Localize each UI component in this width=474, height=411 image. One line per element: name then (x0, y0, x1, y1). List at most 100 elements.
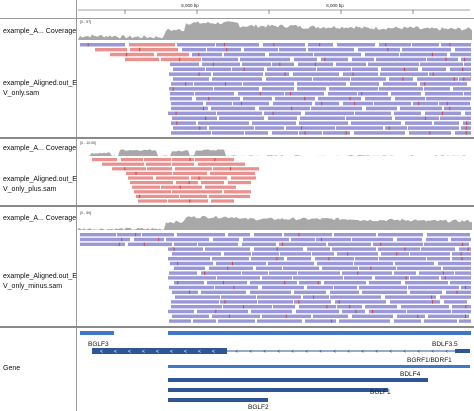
read (257, 295, 301, 299)
read (381, 252, 409, 256)
alignment-track-name-1-line2[interactable]: V_only.sam (3, 90, 40, 97)
mismatch-mark (324, 57, 326, 62)
read (374, 101, 411, 106)
read (455, 47, 471, 52)
read (344, 276, 372, 280)
read (201, 181, 224, 185)
read (224, 190, 251, 194)
mismatch-mark (179, 185, 181, 189)
mismatch-mark (380, 242, 382, 246)
read (284, 233, 332, 237)
read (397, 237, 422, 242)
alignment-track-name-2-line1[interactable]: example_Aligned.out_EB (3, 176, 77, 183)
read (359, 285, 407, 290)
read (196, 96, 240, 101)
coverage-track-name-2[interactable]: example_A... Coverage (3, 145, 77, 152)
alignment-track-name-3-line1[interactable]: example_Aligned.out_EB (3, 273, 77, 280)
gene-annotations: BGLF3 BDLF3.5 < < < < < < < < < < < < < < < < < < < < < < < < < … (80, 331, 471, 411)
gene-bar-bglf1 (168, 388, 388, 392)
read (279, 47, 306, 52)
read (293, 72, 339, 76)
read (171, 131, 211, 135)
mismatch-mark (370, 266, 372, 270)
read (299, 121, 348, 125)
coverage-scale-1: [0 - 57] (80, 20, 91, 24)
mismatch-mark (465, 131, 467, 135)
mismatch-mark (387, 47, 389, 52)
read (280, 252, 311, 256)
read (207, 281, 247, 285)
read (373, 242, 423, 246)
read (172, 290, 198, 294)
coverage-track-name-3[interactable]: example_A... Coverage (3, 215, 77, 222)
read (365, 52, 399, 57)
read (168, 276, 216, 280)
read (170, 62, 199, 67)
read (332, 247, 376, 251)
mismatch-mark (449, 43, 451, 47)
read (464, 62, 471, 67)
read (273, 305, 295, 309)
read (214, 87, 259, 91)
read (365, 96, 391, 101)
read (258, 300, 293, 304)
read (385, 126, 407, 130)
read (168, 111, 216, 116)
read (291, 237, 315, 242)
read (252, 121, 296, 125)
gene-track-name[interactable]: Gene (3, 365, 21, 372)
separator-track-2[interactable] (0, 205, 474, 207)
coverage-scale-3: [0 - 50] (80, 211, 91, 215)
alignment-track-name-1-line1[interactable]: example_Aligned.out_EB (3, 80, 77, 87)
coverage-track-name-1[interactable]: example_A... Coverage (3, 28, 77, 35)
mismatch-mark (282, 242, 284, 246)
read (206, 67, 231, 71)
strand-arrow: < (333, 349, 336, 355)
alignment-track-name-2-line2[interactable]: V_only_plus.sam (3, 186, 57, 193)
mismatch-mark (212, 62, 214, 67)
read (198, 242, 238, 246)
read (266, 77, 312, 81)
read (330, 290, 359, 294)
gene-label-bglf2: BGLF2 (248, 404, 269, 411)
gene-bar-bdlf4-b (168, 378, 428, 382)
separator-gene[interactable] (0, 326, 474, 328)
read (444, 106, 471, 111)
read (216, 43, 259, 47)
read (130, 181, 173, 185)
mismatch-mark (143, 242, 145, 246)
read (297, 82, 346, 86)
read (397, 266, 441, 270)
read (275, 96, 315, 101)
read (394, 319, 421, 323)
mismatch-mark (279, 62, 281, 67)
mismatch-mark (462, 67, 464, 71)
mismatch-mark (198, 52, 200, 57)
read (212, 131, 244, 135)
read (161, 57, 201, 62)
read (395, 261, 434, 266)
alignment-reads-2 (92, 158, 259, 203)
read (250, 290, 291, 294)
strand-arrow: < (361, 349, 364, 355)
strand-arrow: < (128, 349, 131, 355)
read (434, 121, 459, 125)
read (268, 261, 314, 266)
read (232, 67, 264, 71)
mismatch-mark (285, 314, 287, 318)
read (95, 47, 127, 52)
read (366, 106, 397, 111)
read (394, 111, 421, 116)
read (305, 111, 354, 116)
read (397, 314, 425, 318)
separator-track-1[interactable] (0, 137, 474, 139)
read (394, 271, 416, 275)
read (173, 77, 209, 81)
mismatch-mark (124, 167, 126, 171)
mismatch-mark (284, 72, 286, 76)
read (322, 266, 358, 270)
read (343, 72, 378, 76)
read (294, 290, 326, 294)
alignment-track-name-3-line2[interactable]: V_only_minus.sam (3, 283, 63, 290)
